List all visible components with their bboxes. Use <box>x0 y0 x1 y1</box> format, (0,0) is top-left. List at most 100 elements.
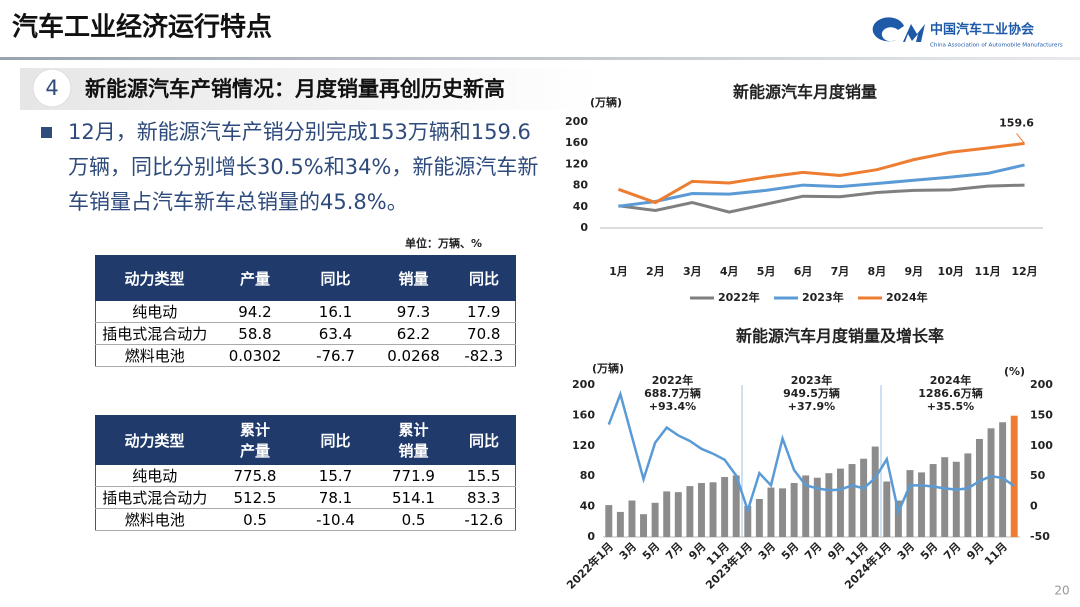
annotation: 2024年 <box>930 373 972 387</box>
bar <box>605 505 613 537</box>
cell-text: 16.1 <box>318 302 353 321</box>
org-name-en: China Association of Automobile Manufact… <box>930 43 1063 49</box>
bar <box>744 505 752 537</box>
header-text: 动力类型 <box>124 269 185 288</box>
section-number: 4 <box>45 76 58 100</box>
header-row: 动力类型 累计产量 同比 累计销量 同比 <box>95 415 516 465</box>
table-row: 纯电动 94.2 16.1 97.3 17.9 <box>95 300 516 323</box>
table-cell: -76.7 <box>296 344 375 367</box>
org-logo <box>872 17 925 42</box>
header-text: 同比 <box>468 269 499 288</box>
bar <box>975 438 983 537</box>
header-cell: 同比 <box>296 255 375 301</box>
table-row: 燃料电池 0.0302 -76.7 0.0268 -82.3 <box>95 344 516 367</box>
cell-text: 78.1 <box>318 488 353 507</box>
x-tick-label: 11月 <box>974 265 1000 278</box>
x-tick-label: 2月 <box>646 265 665 278</box>
annotation: +35.5% <box>927 400 974 413</box>
x-tick-label: 1月 <box>609 265 628 278</box>
x-tick-label: 7月 <box>802 540 824 562</box>
y-axis-label: (万辆) <box>590 95 622 109</box>
table-row: 插电式混合动力 512.5 78.1 514.1 83.3 <box>95 486 516 509</box>
header-cell: 动力类型 <box>95 255 214 301</box>
bar <box>755 499 763 537</box>
cell-text: 83.3 <box>467 488 501 507</box>
cell-text: 燃料电池 <box>124 511 185 529</box>
table-cell: 771.9 <box>374 464 453 487</box>
table-row: 插电式混合动力 58.8 63.4 62.2 70.8 <box>95 322 516 345</box>
y2-tick-label: 200 <box>1030 378 1053 391</box>
bar <box>674 492 682 537</box>
table-cell: 83.3 <box>452 486 516 509</box>
table-cell: 94.2 <box>213 300 297 323</box>
y-tick-label: 40 <box>580 500 596 513</box>
header-text: 动力类型 <box>124 431 185 450</box>
bar <box>883 481 891 537</box>
bar <box>779 488 787 537</box>
bar <box>848 464 856 537</box>
annotation: 2022年 <box>652 373 694 387</box>
bar <box>697 483 705 537</box>
table-cell: 0.0268 <box>374 344 453 367</box>
x-tick-label: 5月 <box>640 540 662 562</box>
page-title: 汽车工业经济运行特点 <box>12 12 272 43</box>
bar <box>1010 415 1018 537</box>
table-cell: 0.5 <box>374 508 453 531</box>
cell-text: 94.2 <box>238 302 272 321</box>
y-tick-label: 160 <box>572 408 595 421</box>
bar <box>767 487 775 537</box>
chart-title: 新能源汽车月度销量及增长率 <box>736 327 944 346</box>
annotation: +37.9% <box>788 400 835 413</box>
bar <box>929 464 937 537</box>
y-tick-label: 80 <box>580 469 596 482</box>
x-tick-label: 5月 <box>757 265 776 278</box>
table-cell: 775.8 <box>213 464 297 487</box>
data-table: 动力类型 产量 同比 销量 同比 纯电动 94.2 16.1 97.3 17.9 插电式混合动力 58… <box>95 255 516 367</box>
table-container: 动力类型 累计产量 同比 累计销量 同比 纯电动 775.8 15.7 771.9 15.5 插电式… <box>95 415 516 531</box>
series-line <box>617 141 1025 205</box>
header-cell: 累计产量 <box>213 415 297 465</box>
table-cell: 15.5 <box>452 464 516 487</box>
header-cell: 累计销量 <box>374 415 453 465</box>
annotation: 1286.6万辆 <box>918 386 982 400</box>
cell-text: 775.8 <box>233 466 277 485</box>
bar <box>894 500 902 537</box>
bar <box>732 475 740 537</box>
legend-label: 2024年 <box>886 290 928 304</box>
bar <box>999 422 1007 537</box>
y-tick-label: 120 <box>572 439 595 452</box>
cell-text: 插电式混合动力 <box>102 325 208 343</box>
y2-tick-label: 100 <box>1030 439 1053 452</box>
bar <box>628 500 636 537</box>
x-tick-label: 10月 <box>938 265 964 278</box>
section-band <box>20 68 600 110</box>
header-text: 销量 <box>398 269 429 288</box>
header-text: 同比 <box>320 431 351 450</box>
bar <box>709 482 717 537</box>
y-axis-label: (万辆) <box>592 361 624 375</box>
series-line <box>618 183 1025 214</box>
x-tick-label: 5月 <box>779 540 801 562</box>
x-tick-label: 8月 <box>868 265 887 278</box>
cell-text: -82.3 <box>464 346 504 365</box>
x-tick-label: 5月 <box>918 540 940 562</box>
table-cell: 0.5 <box>213 508 297 531</box>
cell-text: 97.3 <box>396 302 431 321</box>
table-container: 动力类型 产量 同比 销量 同比 纯电动 94.2 16.1 97.3 17.9 插电式混合动力 58… <box>95 255 516 367</box>
table-cell: -12.6 <box>452 508 516 531</box>
table-cell: 燃料电池 <box>95 508 214 531</box>
table-cell: -10.4 <box>296 508 375 531</box>
annotation: 949.5万辆 <box>783 386 840 400</box>
cell-text: 0.0268 <box>387 346 440 365</box>
cell-text: 514.1 <box>392 488 435 507</box>
cell-text: 512.5 <box>233 488 277 507</box>
table-cell: 0.0302 <box>213 344 297 367</box>
table-cell: 514.1 <box>374 486 453 509</box>
cell-text: 17.9 <box>467 302 501 321</box>
table-cell: 15.7 <box>296 464 375 487</box>
cell-text: -76.7 <box>316 346 355 365</box>
table-cell: 70.8 <box>452 322 516 345</box>
cell-text: 0.5 <box>243 510 267 529</box>
x-tick-label: 3月 <box>895 540 917 562</box>
